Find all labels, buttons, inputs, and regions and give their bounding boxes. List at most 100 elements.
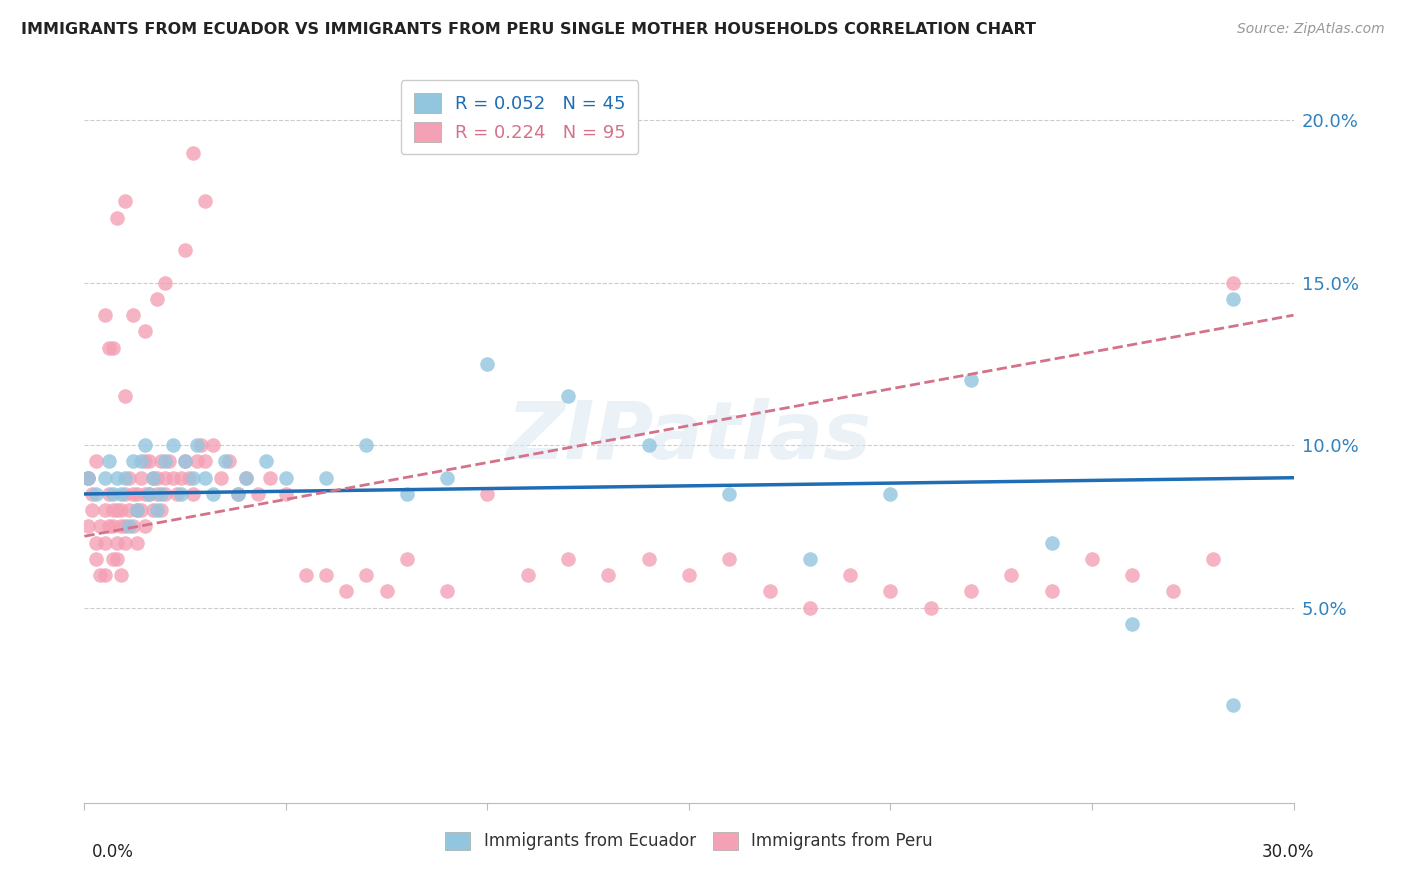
Point [879, 487, 901, 501]
Point [170, 471, 193, 485]
Point [920, 600, 942, 615]
Point [153, 487, 176, 501]
Point [1161, 584, 1184, 599]
Point [97, 454, 120, 468]
Point [202, 438, 225, 452]
Point [375, 584, 398, 599]
Point [86, 535, 108, 549]
Point [335, 584, 357, 599]
Point [190, 438, 212, 452]
Point [356, 438, 378, 452]
Point [134, 454, 156, 468]
Point [114, 389, 136, 403]
Point [718, 487, 741, 501]
Point [86, 454, 108, 468]
Point [1222, 698, 1244, 713]
Point [93, 568, 115, 582]
Point [799, 600, 821, 615]
Point [114, 519, 136, 533]
Point [395, 552, 418, 566]
Point [134, 519, 156, 533]
Point [166, 487, 188, 501]
Point [516, 568, 538, 582]
Point [598, 568, 620, 582]
Point [274, 487, 297, 501]
Point [718, 552, 741, 566]
Point [181, 145, 204, 160]
Point [110, 503, 132, 517]
Point [110, 519, 132, 533]
Point [477, 487, 499, 501]
Point [118, 471, 141, 485]
Point [254, 454, 277, 468]
Point [146, 471, 169, 485]
Point [121, 454, 143, 468]
Point [202, 487, 225, 501]
Point [142, 471, 165, 485]
Point [97, 487, 120, 501]
Point [162, 471, 184, 485]
Point [105, 552, 128, 566]
Point [259, 471, 281, 485]
Point [121, 308, 143, 322]
Point [1222, 292, 1244, 306]
Point [146, 292, 169, 306]
Point [1121, 617, 1143, 632]
Point [134, 438, 156, 452]
Point [114, 471, 136, 485]
Text: ZIPatlas: ZIPatlas [506, 398, 872, 476]
Point [146, 503, 169, 517]
Point [86, 552, 108, 566]
Point [125, 503, 148, 517]
Point [174, 454, 197, 468]
Point [138, 487, 160, 501]
Point [121, 487, 143, 501]
Point [960, 373, 983, 387]
Point [105, 471, 128, 485]
Point [194, 471, 217, 485]
Point [101, 487, 124, 501]
Point [157, 454, 180, 468]
Point [226, 487, 249, 501]
Point [125, 487, 148, 501]
Point [839, 568, 862, 582]
Point [101, 519, 124, 533]
Point [129, 471, 152, 485]
Legend: Immigrants from Ecuador, Immigrants from Peru: Immigrants from Ecuador, Immigrants from… [436, 822, 942, 860]
Point [110, 487, 132, 501]
Point [436, 584, 458, 599]
Point [134, 487, 156, 501]
Point [1040, 584, 1063, 599]
Point [226, 487, 249, 501]
Point [82, 487, 104, 501]
Point [118, 519, 141, 533]
Text: 30.0%: 30.0% [1263, 843, 1315, 861]
Point [101, 341, 124, 355]
Point [101, 552, 124, 566]
Point [678, 568, 700, 582]
Point [179, 471, 201, 485]
Point [235, 471, 257, 485]
Point [77, 471, 100, 485]
Point [105, 503, 128, 517]
Point [194, 454, 217, 468]
Point [114, 194, 136, 209]
Point [356, 568, 378, 582]
Point [477, 357, 499, 371]
Point [194, 194, 217, 209]
Point [174, 243, 197, 257]
Point [162, 438, 184, 452]
Point [1202, 552, 1225, 566]
Point [758, 584, 780, 599]
Text: 0.0%: 0.0% [91, 843, 134, 861]
Point [121, 519, 143, 533]
Point [77, 519, 100, 533]
Point [235, 471, 257, 485]
Point [89, 519, 111, 533]
Point [149, 487, 172, 501]
Point [436, 471, 458, 485]
Point [110, 568, 132, 582]
Point [1040, 535, 1063, 549]
Point [118, 503, 141, 517]
Point [125, 503, 148, 517]
